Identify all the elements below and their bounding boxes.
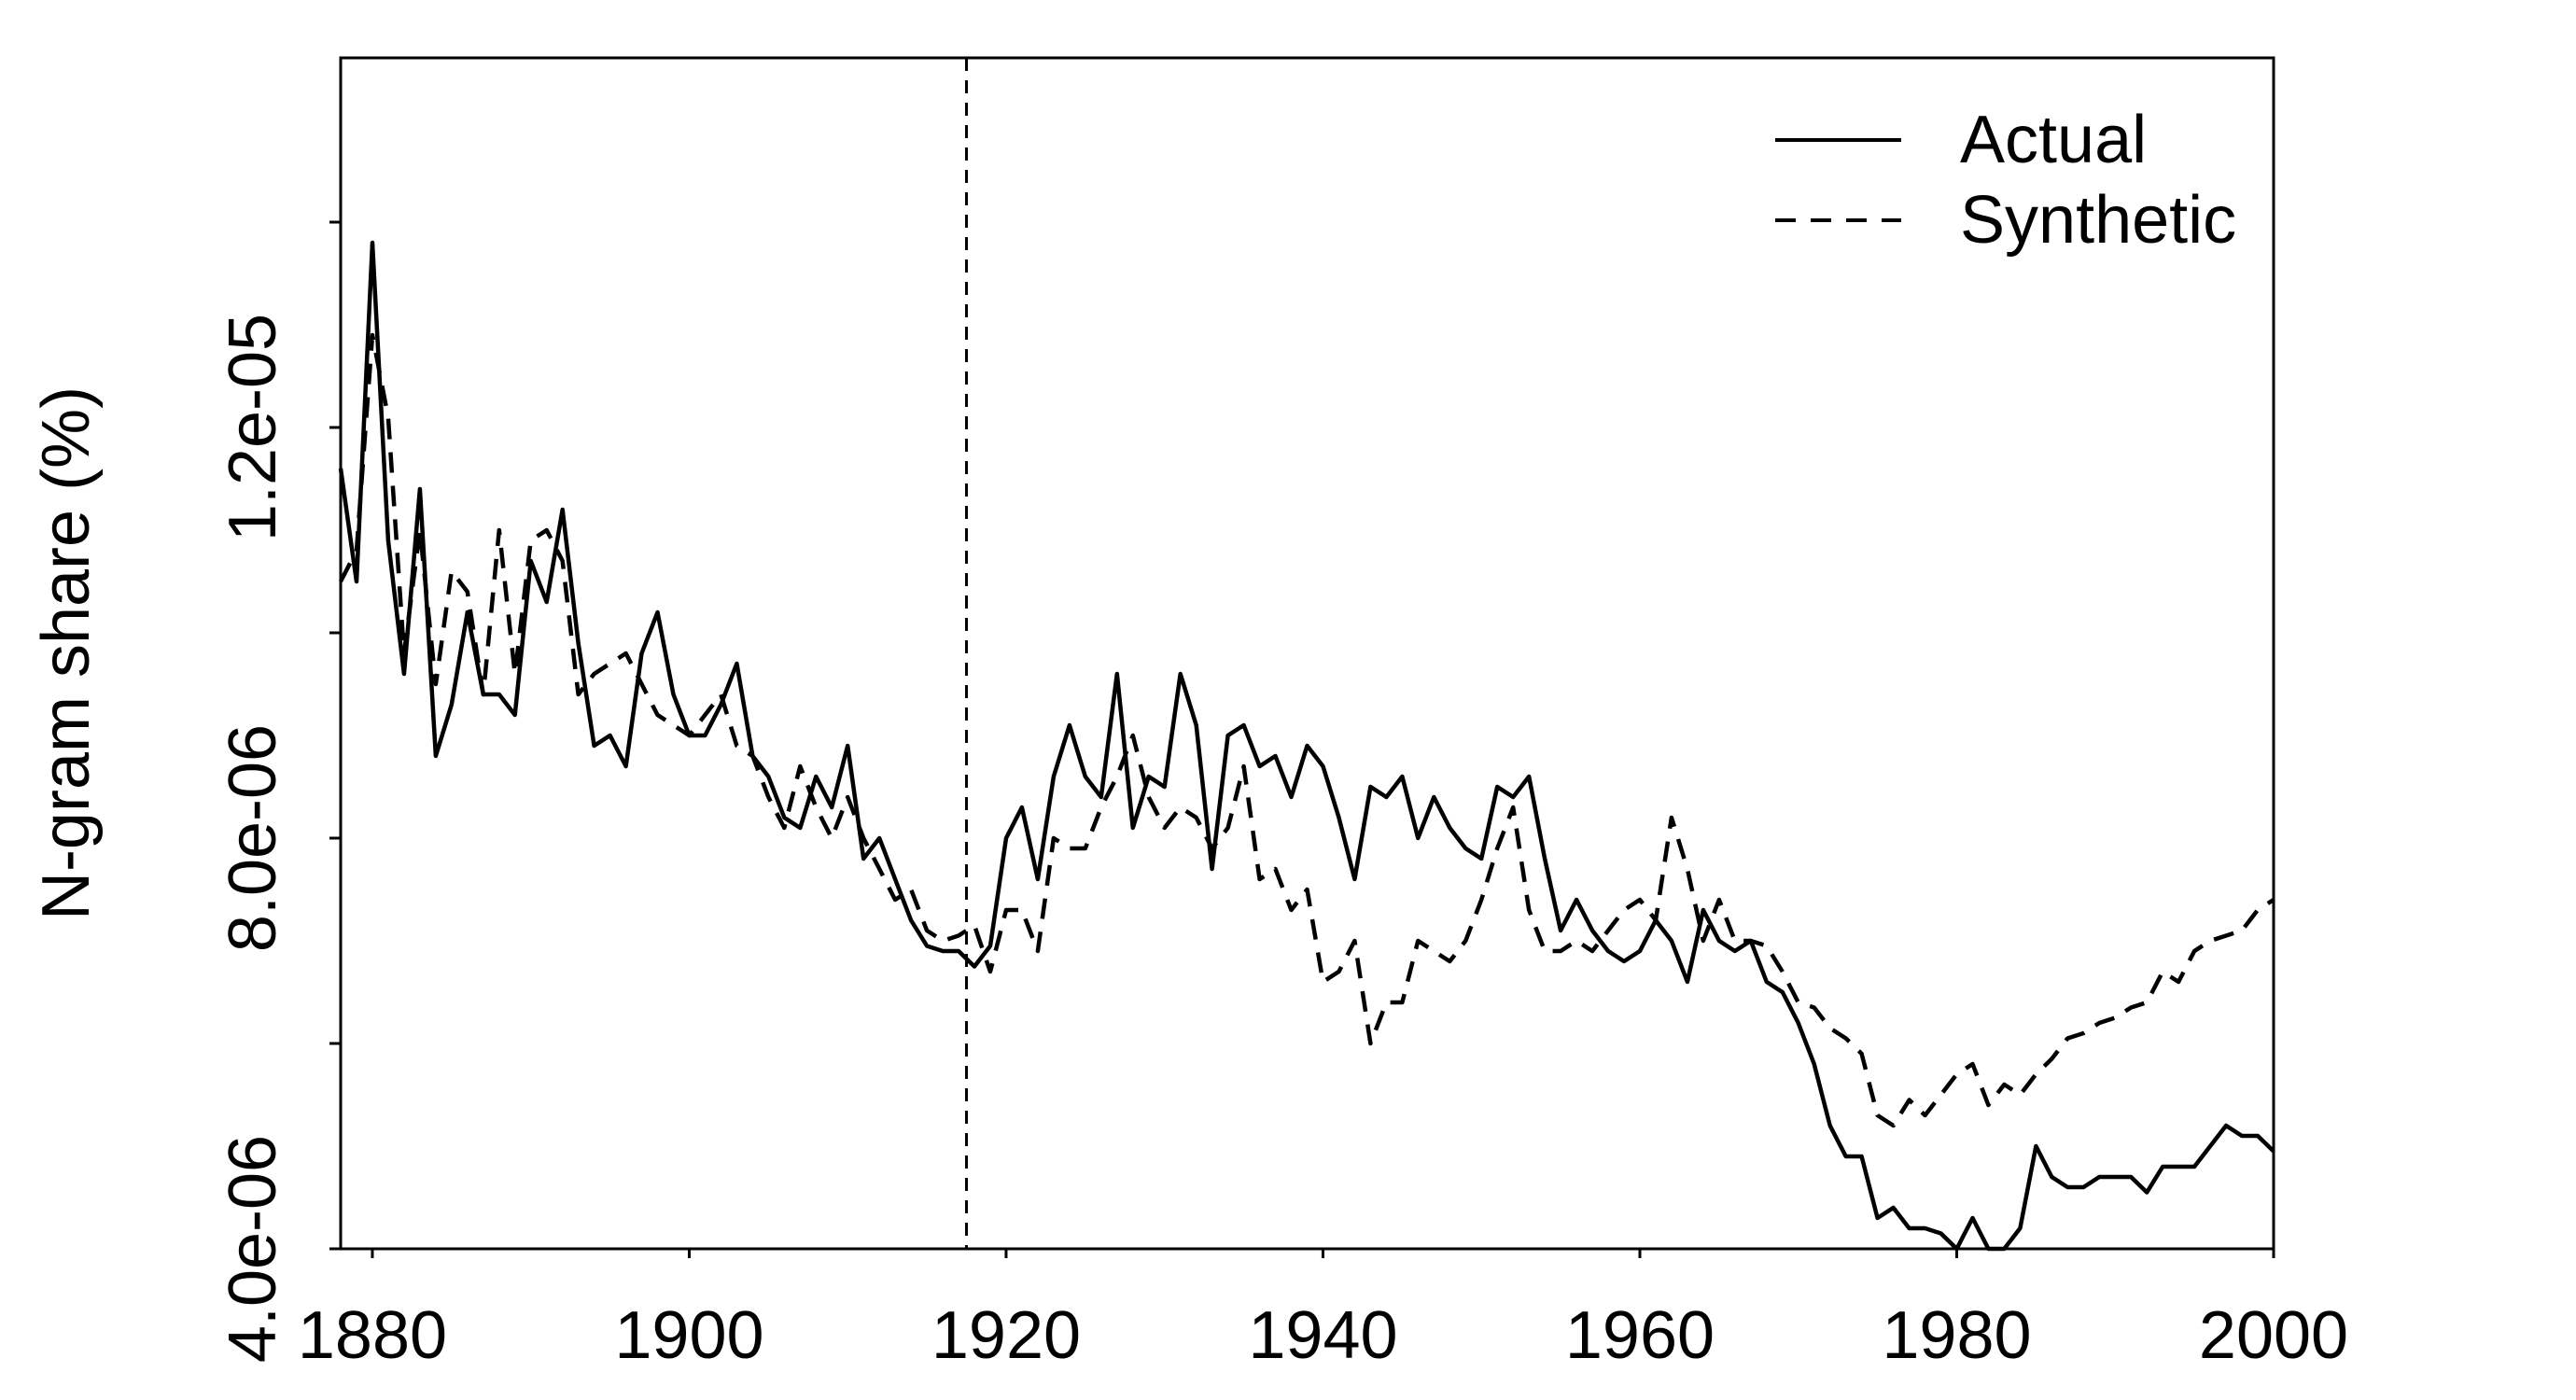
x-tick-label: 1940 — [1248, 1298, 1397, 1373]
series-layer — [338, 240, 2275, 1252]
x-tick-label: 1980 — [1882, 1298, 2031, 1373]
x-tick-label: 1900 — [614, 1298, 763, 1373]
x-tick-label: 2000 — [2199, 1298, 2348, 1373]
y-axis: 4.0e-06 8.0e-06 1.2e-05 — [216, 220, 341, 1363]
legend: Actual Synthetic — [1775, 103, 2236, 258]
series-line-synthetic — [338, 332, 2275, 1128]
series-line-actual — [338, 240, 2275, 1252]
x-tick-label: 1920 — [931, 1298, 1081, 1373]
x-tick-label: 1880 — [298, 1298, 447, 1373]
y-axis-label: N-gram share (%) — [29, 386, 104, 920]
legend-label-actual: Actual — [1960, 103, 2147, 177]
x-tick-label: 1960 — [1565, 1298, 1715, 1373]
x-axis: 1880 1900 1920 1940 1960 1980 2000 — [298, 1249, 2348, 1373]
y-tick-label: 1.2e-05 — [216, 314, 290, 541]
y-tick-label: 4.0e-06 — [216, 1135, 290, 1363]
legend-label-synthetic: Synthetic — [1960, 183, 2236, 258]
y-tick-label: 8.0e-06 — [216, 724, 290, 952]
plot-frame — [339, 56, 2275, 1251]
